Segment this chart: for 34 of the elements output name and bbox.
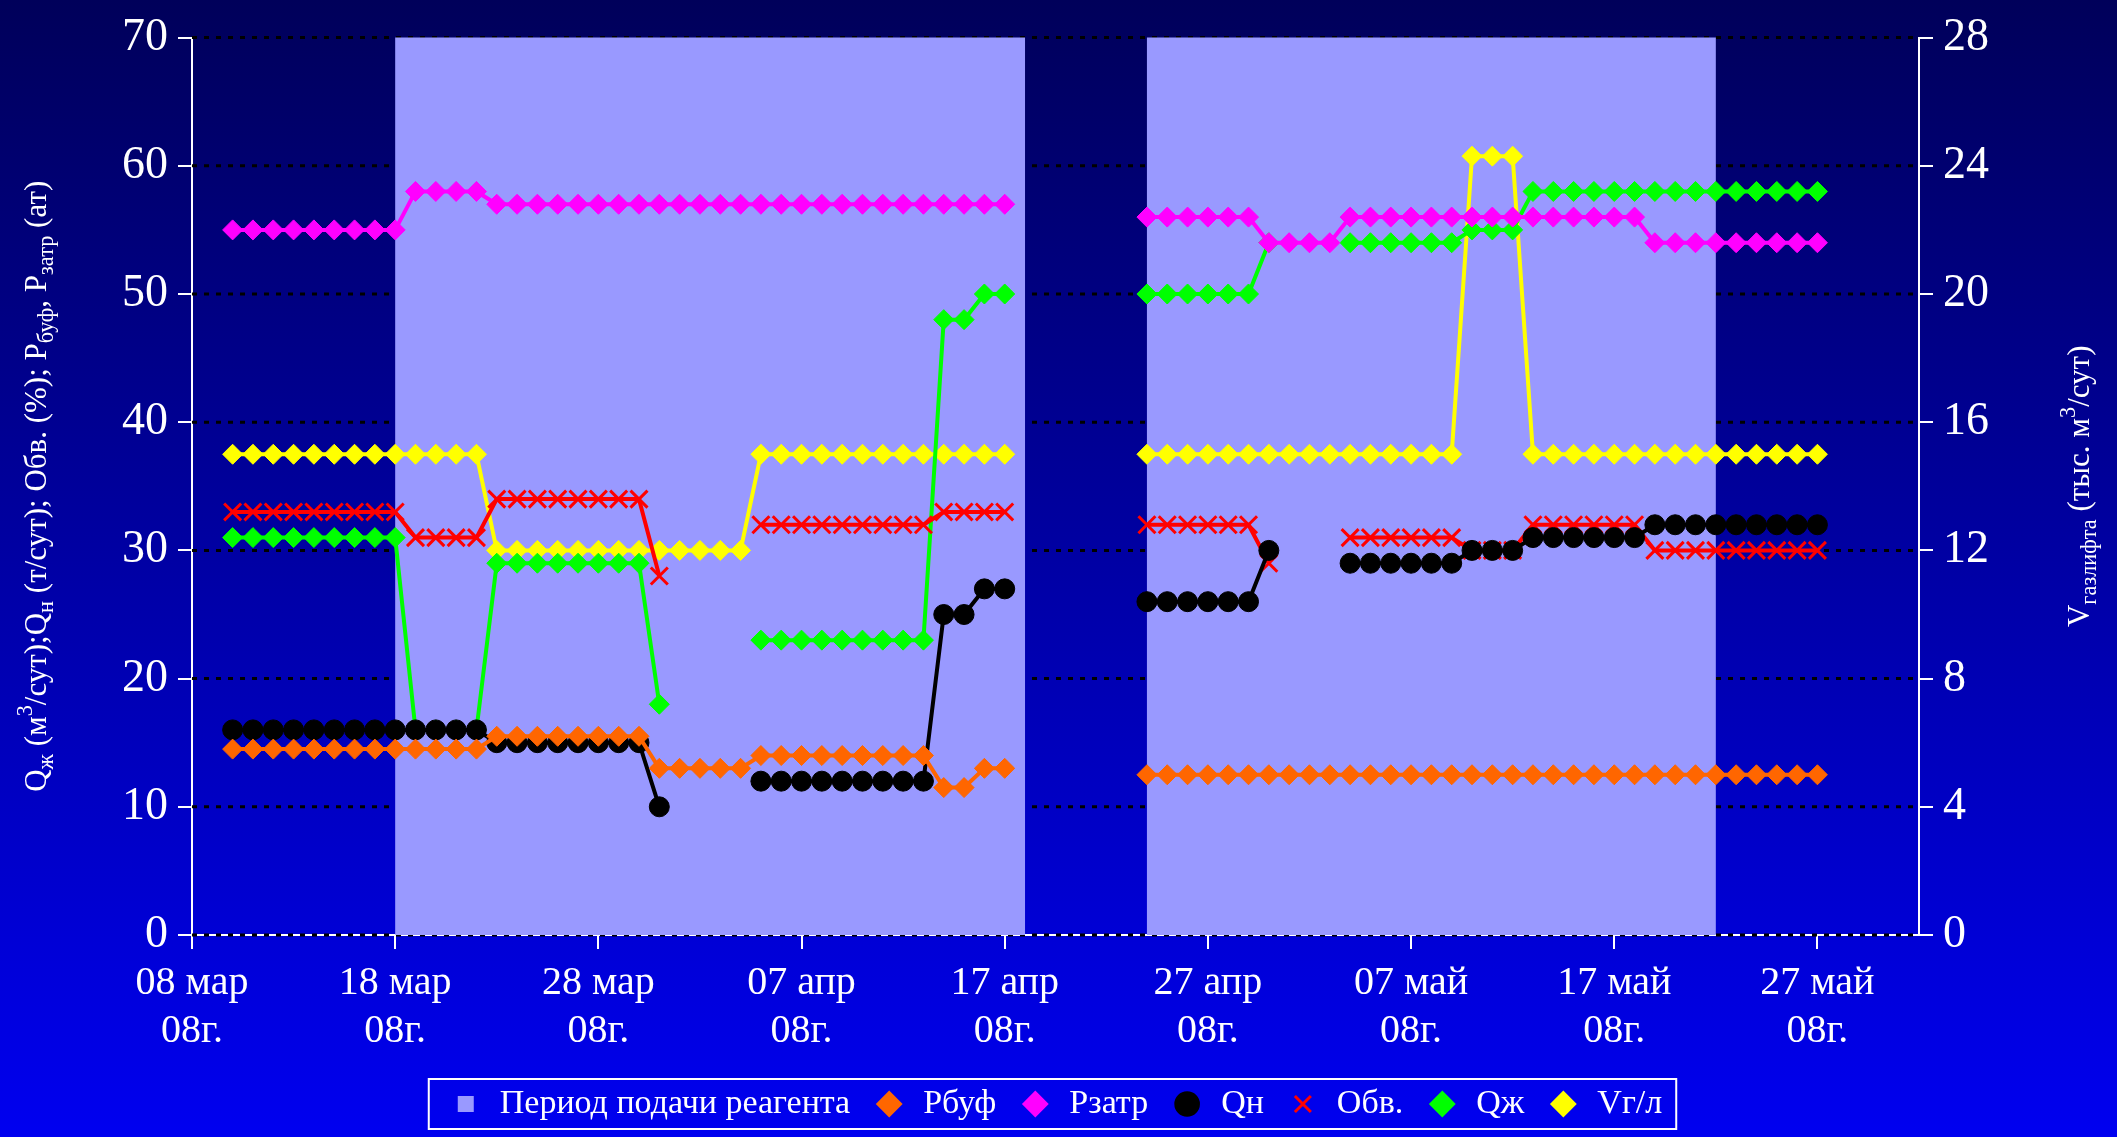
y-tick-label: 70 — [122, 8, 168, 60]
y-tick-label: 40 — [122, 393, 168, 445]
legend-label: Обв. — [1336, 1082, 1404, 1120]
legend-label: Рбуф — [923, 1082, 997, 1120]
y-tick-label: 50 — [122, 265, 168, 317]
y-tick-label: 0 — [145, 906, 168, 958]
y2-tick-label: 0 — [1943, 906, 1966, 958]
x-tick-label: 07 апр 08г. — [747, 957, 856, 1051]
x-tick-label: 07 май 08г. — [1353, 957, 1469, 1051]
text: Qж (м3/сут);Qн (т/сут); Обв. (%); Рбуф, Рзатр (ат) — [12, 180, 58, 792]
y2-tick-label: 20 — [1943, 265, 1989, 317]
y2-axis-title: Vгазлифта (тыс. м3/сут) — [2055, 345, 2101, 628]
y2-tick-label: 24 — [1943, 136, 1989, 188]
y2-tick-label: 4 — [1943, 777, 1966, 829]
legend-label: Qж — [1476, 1082, 1525, 1120]
y2-tick-label: 8 — [1943, 649, 1966, 701]
y2-tick-label: 16 — [1943, 393, 1989, 445]
y2-tick-label: 12 — [1943, 521, 1989, 573]
x-tick-label: 28 мар 08г. — [541, 957, 655, 1051]
legend-label: Vг/л — [1597, 1082, 1663, 1120]
y-tick-label: 10 — [122, 777, 168, 829]
y2-tick-label: 28 — [1943, 8, 1989, 60]
legend-label: Период подачи реагента — [499, 1082, 851, 1120]
x-tick-label: 17 май 08г. — [1557, 957, 1672, 1051]
legend-label: Рзатр — [1069, 1082, 1149, 1120]
y-tick-label: 20 — [122, 649, 168, 701]
y-tick-label: 30 — [122, 521, 168, 573]
x-tick-label: 27 апр 08г. — [1153, 957, 1263, 1051]
x-tick-label: 08 мар 08г. — [135, 957, 249, 1051]
x-tick-label: 18 мар 08г. — [338, 957, 452, 1051]
y-tick-label: 60 — [122, 136, 168, 188]
x-tick-label: 17 апр 08г. — [950, 957, 1060, 1051]
legend-label: Qн — [1221, 1082, 1264, 1120]
x-tick-label: 27 май 08г. — [1760, 957, 1875, 1051]
